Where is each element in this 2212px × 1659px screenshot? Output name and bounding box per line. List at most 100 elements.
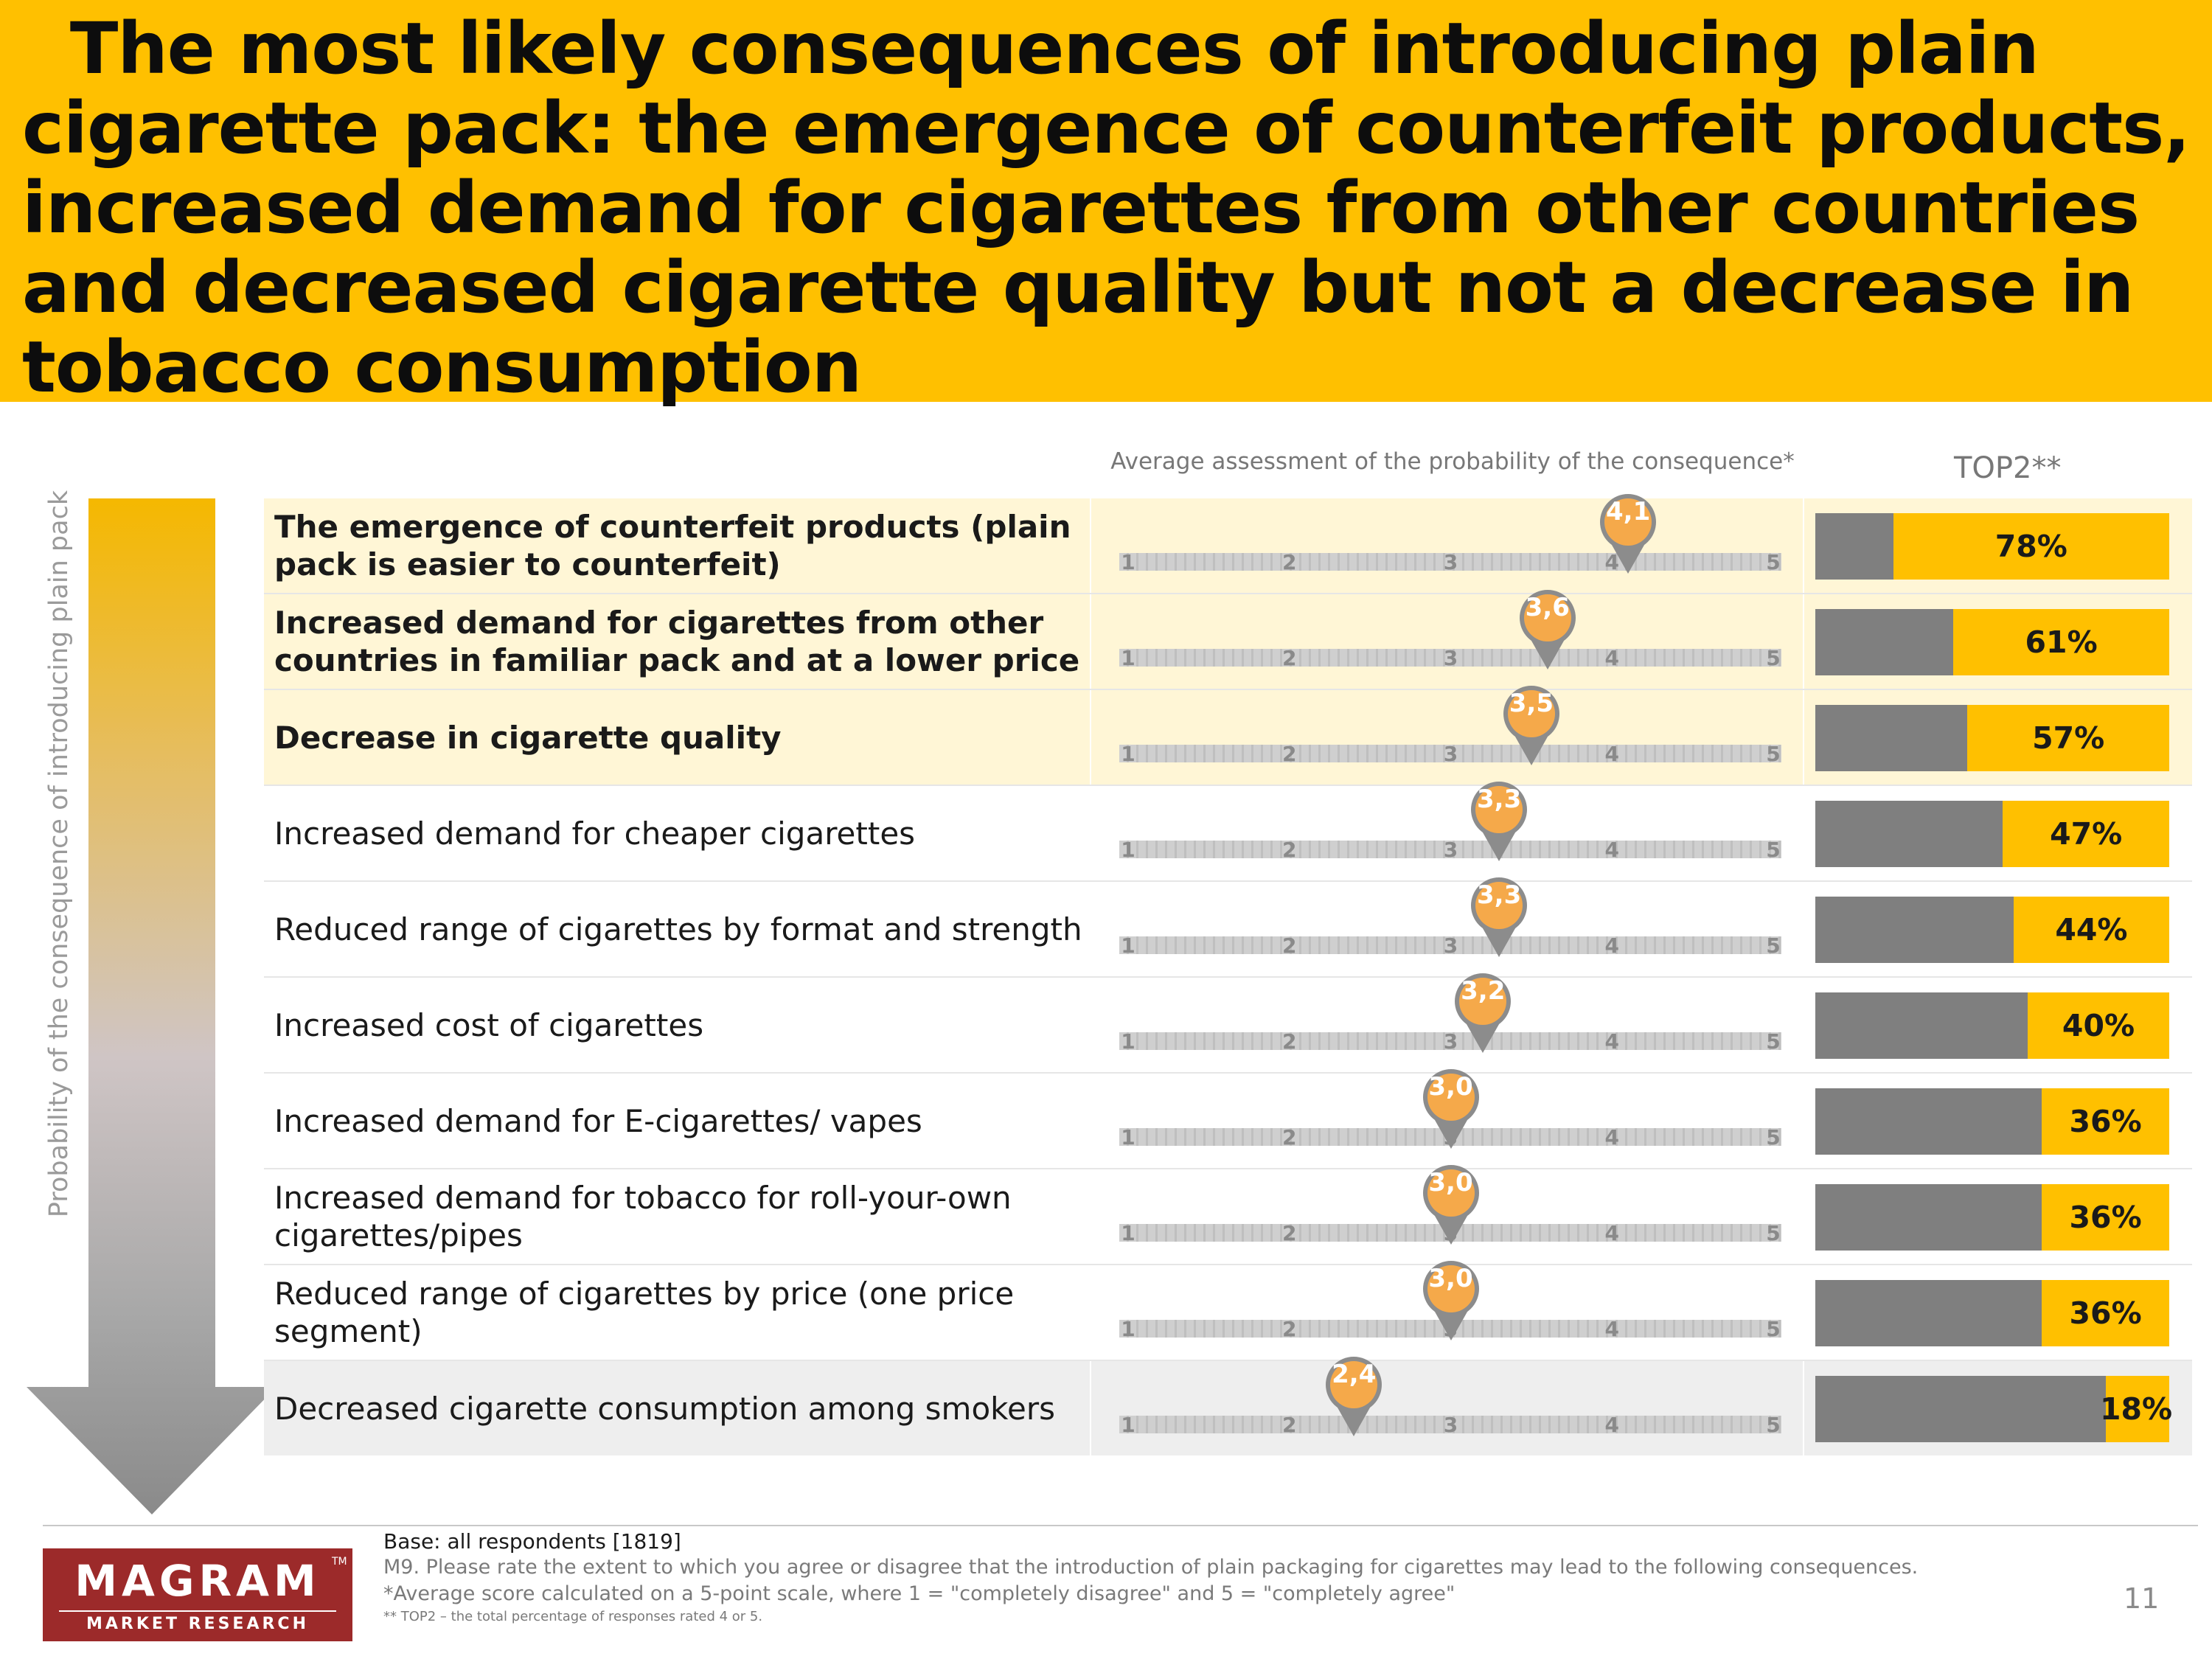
column-divider xyxy=(1803,1361,1804,1457)
top2-header: TOP2** xyxy=(1954,451,2062,485)
scale-tick-label: 1 xyxy=(1121,646,1135,670)
column-divider xyxy=(1090,498,1091,594)
column-divider xyxy=(1090,1169,1091,1265)
top2-value-label: 18% xyxy=(2099,1391,2173,1427)
column-divider xyxy=(1803,978,1804,1074)
average-score-pin: 3,2 xyxy=(1446,970,1520,1065)
column-divider xyxy=(1803,1265,1804,1361)
scale-tick-label: 2 xyxy=(1282,1125,1297,1150)
vertical-axis-label: Probability of the consequence of introd… xyxy=(44,490,74,1218)
logo-trademark: TM xyxy=(332,1556,347,1568)
magram-logo: MAGRAM TM MARKET RESEARCH xyxy=(43,1548,352,1641)
row-separator xyxy=(264,1168,2192,1169)
column-divider xyxy=(1803,1074,1804,1169)
scale-tick-label: 5 xyxy=(1766,1125,1781,1150)
average-score-label: 4,1 xyxy=(1606,497,1651,526)
pin-marker-icon xyxy=(1471,782,1528,861)
pin-marker-icon xyxy=(1326,1357,1382,1436)
category-label: The emergence of counterfeit products (p… xyxy=(274,509,1071,582)
average-score-label: 3,3 xyxy=(1477,785,1522,814)
row-separator xyxy=(264,593,2192,594)
scale-tick-label: 5 xyxy=(1766,1413,1781,1437)
scale-tick-label: 4 xyxy=(1604,1221,1619,1245)
average-score-pin: 4,1 xyxy=(1591,491,1665,586)
category-label: Decrease in cigarette quality xyxy=(274,719,782,756)
scale-tick-label: 5 xyxy=(1766,550,1781,574)
scale-tick-label: 3 xyxy=(1443,742,1458,766)
average-score-label: 3,2 xyxy=(1461,976,1506,1006)
scale-tick-label: 5 xyxy=(1766,1317,1781,1341)
scale-tick-label: 4 xyxy=(1604,1125,1619,1150)
scale-tick-label: 5 xyxy=(1766,742,1781,766)
scale-tick-label: 4 xyxy=(1604,550,1619,574)
scale-tick-label: 2 xyxy=(1282,1317,1297,1341)
footer-average-note: *Average score calculated on a 5-point s… xyxy=(383,1582,1455,1605)
column-divider xyxy=(1090,786,1091,882)
pin-marker-icon xyxy=(1503,686,1559,765)
scale-tick-label: 4 xyxy=(1604,1029,1619,1054)
probability-arrow-icon xyxy=(27,498,273,1514)
category-label: Increased demand for cigarettes from oth… xyxy=(274,605,1080,678)
scale-tick-label: 3 xyxy=(1443,550,1458,574)
pin-marker-icon xyxy=(1519,590,1576,669)
scale-tick-label: 1 xyxy=(1121,933,1135,958)
average-score-label: 3,6 xyxy=(1525,593,1570,622)
scale-track xyxy=(1119,649,1781,667)
top2-bar: 61% xyxy=(1815,609,2169,675)
category-label: Decreased cigarette consumption among sm… xyxy=(274,1390,1055,1427)
row-separator xyxy=(264,1360,2192,1361)
top2-bar-fill xyxy=(1967,705,2169,771)
scale-tick-label: 2 xyxy=(1282,1413,1297,1437)
top2-bar: 44% xyxy=(1815,897,2169,963)
scale-tick-label: 1 xyxy=(1121,1125,1135,1150)
page-number: 11 xyxy=(2124,1582,2160,1615)
average-score-pin: 2,4 xyxy=(1317,1354,1391,1449)
category-label: Increased cost of cigarettes xyxy=(274,1006,704,1043)
top2-bar: 18% xyxy=(1815,1376,2173,1442)
scale-tick-label: 4 xyxy=(1604,742,1619,766)
pin-marker-icon xyxy=(1600,494,1657,574)
category-label: Increased demand for E-cigarettes/ vapes xyxy=(274,1102,922,1139)
scale-tick-label: 1 xyxy=(1121,1317,1135,1341)
top2-value-label: 57% xyxy=(2032,720,2105,756)
scale-tick-label: 5 xyxy=(1766,1029,1781,1054)
pin-marker-icon xyxy=(1455,973,1512,1053)
average-score-label: 3,3 xyxy=(1477,880,1522,910)
pin-marker-icon xyxy=(1471,877,1528,957)
average-score-pin: 3,6 xyxy=(1511,587,1585,682)
column-divider xyxy=(1090,978,1091,1074)
category-label: Reduced range of cigarettes by format an… xyxy=(274,911,1082,947)
scale-tick-label: 4 xyxy=(1604,838,1619,862)
category-label: Increased demand for tobacco for roll-yo… xyxy=(274,1180,1012,1253)
scale-tick-label: 3 xyxy=(1443,1029,1458,1054)
scale-tick-label: 1 xyxy=(1121,1413,1135,1437)
scale-tick-label: 3 xyxy=(1443,646,1458,670)
scale-tick-label: 5 xyxy=(1766,646,1781,670)
top2-bar: 40% xyxy=(1815,992,2169,1059)
scale-track xyxy=(1119,1032,1781,1050)
top2-bar-fill xyxy=(2028,992,2169,1059)
top2-bar: 78% xyxy=(1815,513,2169,580)
top2-value-label: 36% xyxy=(2069,1295,2142,1331)
scale-tick-label: 4 xyxy=(1604,1413,1619,1437)
column-divider xyxy=(1803,882,1804,978)
row-separator xyxy=(264,689,2192,690)
average-score-pin: 3,3 xyxy=(1462,874,1536,970)
column-divider xyxy=(1803,786,1804,882)
top2-value-label: 47% xyxy=(2050,816,2123,852)
row-separator xyxy=(264,1264,2192,1265)
top2-value-label: 61% xyxy=(2025,625,2098,660)
scale-track xyxy=(1119,841,1781,858)
column-divider xyxy=(1090,1361,1091,1457)
scale-tick-label: 1 xyxy=(1121,1029,1135,1054)
scale-tick-label: 1 xyxy=(1121,550,1135,574)
scale-track xyxy=(1119,1416,1781,1433)
average-score-pin: 3,3 xyxy=(1462,779,1536,874)
top2-bar-fill xyxy=(2013,897,2169,963)
footer-divider xyxy=(43,1525,2198,1526)
scale-tick-label: 2 xyxy=(1282,838,1297,862)
category-label: Reduced range of cigarettes by price (on… xyxy=(274,1276,1015,1349)
column-divider xyxy=(1090,690,1091,786)
scale-track xyxy=(1119,745,1781,762)
scale-tick-label: 3 xyxy=(1443,838,1458,862)
